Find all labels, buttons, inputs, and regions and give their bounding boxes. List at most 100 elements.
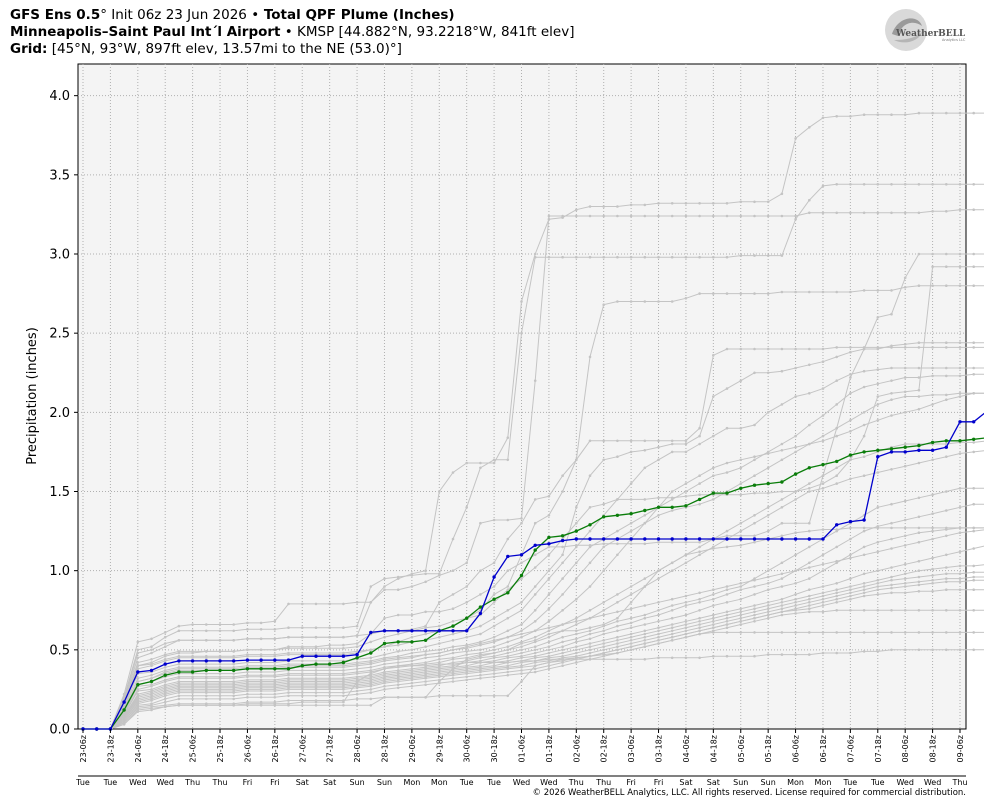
member-point xyxy=(191,639,194,642)
member-point xyxy=(780,631,784,634)
member-point xyxy=(533,648,537,652)
member-point xyxy=(602,658,605,661)
member-point xyxy=(972,631,975,634)
member-point xyxy=(958,609,962,612)
member-point xyxy=(890,566,893,569)
member-point xyxy=(205,650,208,653)
member-point xyxy=(616,529,619,533)
member-point xyxy=(301,694,304,698)
member-point xyxy=(492,461,496,465)
member-point xyxy=(218,662,222,666)
member-point xyxy=(876,368,880,371)
member-point xyxy=(259,628,263,631)
member-point xyxy=(780,604,784,607)
member-point xyxy=(739,610,743,614)
member-point xyxy=(931,609,934,612)
member-point xyxy=(479,670,482,674)
member-point xyxy=(698,292,701,295)
member-point xyxy=(808,597,811,601)
control-point xyxy=(944,445,948,449)
member-point xyxy=(218,697,222,701)
member-point xyxy=(958,366,962,370)
x-tick-label: 23-06z xyxy=(79,735,88,762)
member-point xyxy=(931,512,934,515)
member-point xyxy=(766,607,770,610)
member-point xyxy=(903,572,907,576)
member-point xyxy=(301,669,304,672)
member-point xyxy=(273,648,277,652)
control-point xyxy=(465,629,469,633)
member-series-line xyxy=(83,527,984,730)
member-point xyxy=(903,534,907,538)
member-point xyxy=(753,607,756,610)
member-point xyxy=(616,214,619,218)
member-point xyxy=(643,498,647,501)
member-point xyxy=(506,694,510,698)
member-point xyxy=(396,656,400,660)
member-point xyxy=(821,594,825,598)
member-point xyxy=(438,490,441,493)
member-point xyxy=(684,450,688,454)
control-point xyxy=(862,518,866,522)
member-point xyxy=(794,582,797,585)
day-label: Fri xyxy=(654,778,664,787)
member-point xyxy=(972,648,975,652)
member-point xyxy=(629,635,633,639)
mean-point xyxy=(163,673,167,677)
member-point xyxy=(342,626,345,629)
member-point xyxy=(725,626,729,629)
control-point xyxy=(711,537,715,541)
member-point xyxy=(492,458,496,462)
y-tick-label: 1.0 xyxy=(49,564,70,579)
member-point xyxy=(520,648,523,652)
member-point xyxy=(821,414,825,417)
member-point xyxy=(438,642,441,645)
member-point xyxy=(849,477,852,481)
member-point xyxy=(876,593,880,596)
member-point xyxy=(862,113,866,116)
member-point xyxy=(876,569,880,572)
member-point xyxy=(588,626,592,629)
member-point xyxy=(917,569,921,572)
member-point xyxy=(849,609,852,612)
member-point xyxy=(876,588,880,591)
member-point xyxy=(712,214,715,218)
member-point xyxy=(122,723,126,726)
member-point xyxy=(766,411,770,414)
member-point xyxy=(479,648,482,652)
member-point xyxy=(739,588,743,591)
member-point xyxy=(369,685,373,688)
member-point xyxy=(191,650,194,653)
member-point xyxy=(355,662,359,666)
member-point xyxy=(561,545,564,549)
x-tick-label: 30-18z xyxy=(490,735,499,762)
member-point xyxy=(780,442,784,446)
member-point xyxy=(629,521,633,525)
member-point xyxy=(547,632,551,636)
member-point xyxy=(643,439,647,443)
member-point xyxy=(917,183,921,186)
member-point xyxy=(712,654,715,658)
member-point xyxy=(725,601,729,604)
member-point xyxy=(657,439,660,443)
member-point xyxy=(355,697,359,701)
member-point xyxy=(917,461,921,465)
member-point xyxy=(739,493,743,497)
member-point xyxy=(903,544,907,547)
control-point xyxy=(930,448,935,452)
member-point xyxy=(575,521,578,525)
member-point xyxy=(972,450,975,454)
member-point xyxy=(931,265,934,269)
member-point xyxy=(684,561,688,565)
member-point xyxy=(835,609,838,612)
mean-point xyxy=(547,535,551,540)
member-point xyxy=(753,593,756,596)
member-point xyxy=(191,656,194,660)
member-point xyxy=(259,675,263,679)
control-point xyxy=(684,537,688,541)
member-point xyxy=(725,585,729,588)
member-point xyxy=(931,648,934,652)
day-label: Sat xyxy=(679,778,692,787)
member-point xyxy=(917,575,921,579)
member-point xyxy=(890,379,893,383)
